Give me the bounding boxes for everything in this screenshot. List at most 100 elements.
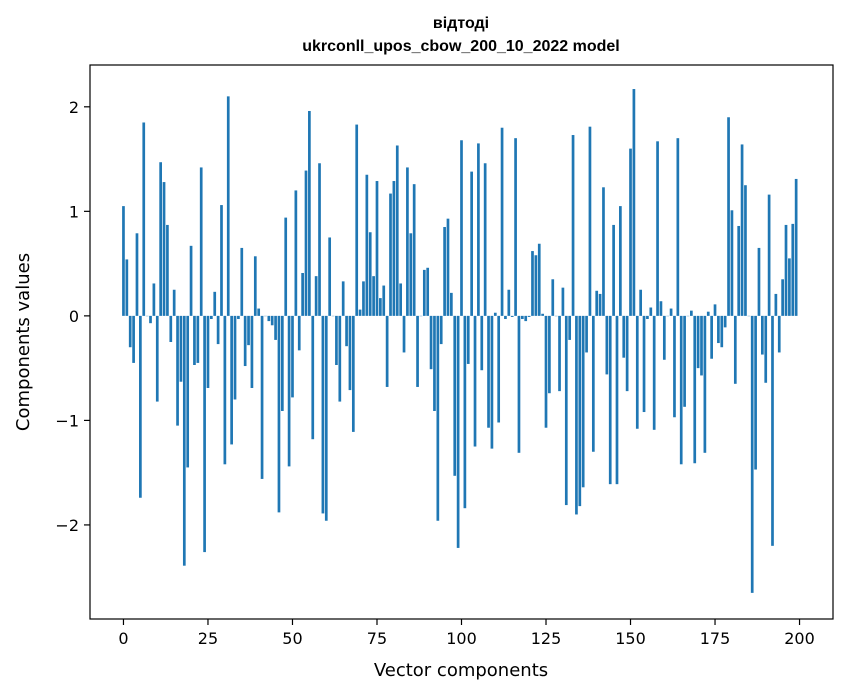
bar-160 [662, 315, 666, 360]
bar-113 [504, 315, 507, 320]
bar-159 [659, 301, 663, 316]
bar-29 [220, 205, 223, 316]
bar-141 [598, 293, 602, 316]
bar-102 [466, 315, 470, 364]
bar-58 [318, 163, 321, 316]
bar-93 [436, 315, 440, 521]
bar-17 [179, 315, 183, 382]
bar-125 [544, 315, 548, 428]
bar-192 [771, 315, 774, 546]
bar-36 [243, 315, 247, 367]
bar-187 [754, 315, 757, 470]
chart-title: відтоді [433, 15, 489, 32]
bar-18 [182, 315, 186, 566]
bar-137 [585, 315, 588, 353]
bar-190 [764, 315, 768, 383]
bar-34 [237, 315, 240, 320]
bar-115 [510, 315, 514, 317]
bar-180 [730, 210, 734, 316]
bar-46 [277, 315, 281, 513]
bar-198 [791, 223, 795, 316]
bar-38 [250, 315, 254, 388]
bar-72 [365, 174, 369, 316]
x-tick-label: 200 [784, 629, 815, 648]
bar-5 [139, 315, 142, 498]
bar-41 [260, 315, 264, 479]
bar-175 [713, 304, 717, 316]
bar-40 [257, 308, 261, 316]
bar-2 [128, 315, 132, 348]
bar-27 [213, 291, 217, 316]
bar-106 [480, 315, 484, 371]
bar-112 [500, 127, 504, 316]
y-axis-ticks: −2 −1 0 1 2 [55, 98, 90, 535]
bar-9 [152, 283, 156, 316]
bar-63 [335, 315, 338, 365]
bar-32 [230, 315, 233, 445]
bar-16 [176, 315, 179, 426]
bar-51 [294, 190, 298, 316]
bar-165 [679, 315, 683, 465]
bar-70 [358, 309, 362, 316]
x-tick-label: 125 [531, 629, 562, 648]
bar-83 [402, 315, 406, 353]
bar-50 [291, 315, 294, 398]
bars [122, 89, 798, 593]
bar-92 [433, 315, 436, 411]
bar-52 [297, 315, 301, 351]
bar-91 [429, 315, 433, 370]
bar-66 [345, 315, 348, 347]
bar-55 [308, 110, 311, 316]
bar-181 [733, 315, 737, 384]
bar-22 [196, 315, 200, 363]
x-tick-label: 0 [118, 629, 128, 648]
y-axis-label: Components values [13, 253, 34, 431]
bar-122 [534, 255, 538, 316]
bar-150 [629, 148, 632, 316]
bar-199 [794, 178, 798, 316]
bar-104 [473, 315, 477, 447]
bar-23 [199, 167, 203, 316]
bar-156 [649, 307, 653, 316]
bar-168 [690, 310, 693, 316]
bar-101 [463, 315, 467, 509]
bar-6 [142, 122, 146, 316]
bar-162 [669, 308, 673, 316]
bar-33 [233, 315, 237, 400]
bar-31 [226, 96, 230, 316]
chart-subtitle: ukrconll_upos_cbow_200_10_2022 model [302, 38, 619, 55]
bar-45 [274, 315, 277, 340]
bar-178 [723, 315, 727, 328]
bar-13 [166, 224, 169, 316]
bar-174 [710, 315, 713, 359]
bar-82 [399, 283, 402, 316]
bar-14 [169, 315, 173, 342]
bar-54 [304, 170, 308, 316]
bar-49 [287, 315, 291, 467]
bar-171 [700, 315, 703, 376]
bar-61 [328, 237, 332, 316]
bar-151 [632, 89, 636, 316]
bar-96 [446, 218, 450, 316]
bar-100 [460, 140, 463, 316]
bar-117 [517, 315, 521, 453]
bar-146 [615, 315, 619, 485]
bar-193 [774, 293, 778, 316]
bar-143 [605, 315, 609, 375]
bar-67 [348, 315, 352, 391]
bar-84 [406, 167, 409, 316]
bar-77 [382, 285, 386, 316]
bar-184 [744, 185, 747, 316]
bar-10 [155, 315, 159, 402]
bar-81 [395, 145, 399, 316]
bar-183 [740, 144, 744, 316]
bar-3 [132, 315, 135, 363]
bar-166 [683, 315, 686, 407]
bar-26 [210, 315, 213, 320]
bar-186 [750, 315, 754, 593]
bar-48 [284, 217, 288, 316]
bar-65 [341, 281, 345, 316]
bar-39 [253, 256, 257, 316]
bar-188 [757, 247, 761, 316]
